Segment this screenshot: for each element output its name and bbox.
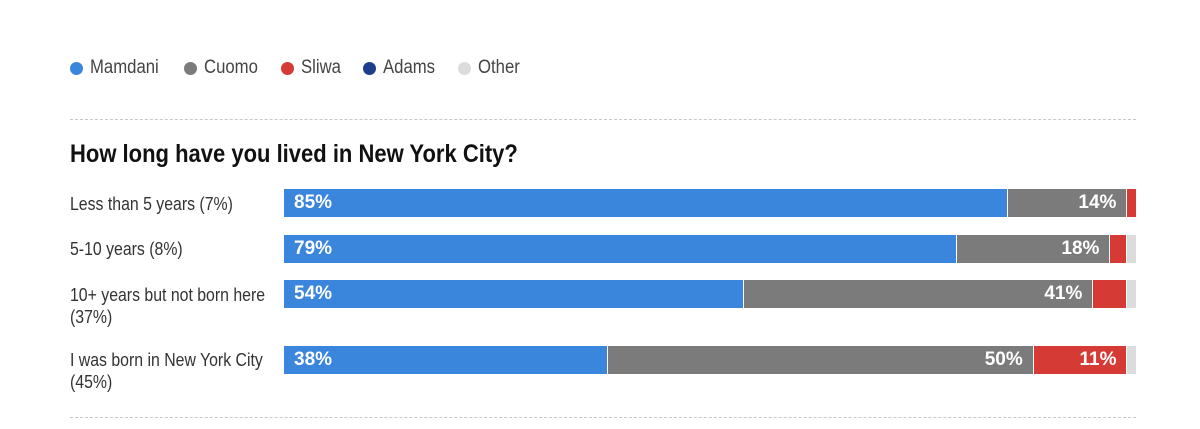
legend-swatch: [184, 61, 198, 75]
category-label-line: (45%): [70, 372, 113, 392]
data-label: 85%: [294, 192, 333, 213]
legend-item-other: Other: [457, 57, 520, 79]
category-label: Less than 5 years (7%): [70, 193, 270, 215]
bar-segment-cuomo: 50%: [607, 346, 1034, 374]
category-label: 10+ years but not born here (37%): [70, 284, 270, 328]
legend-swatch: [281, 61, 295, 75]
data-label: 54%: [294, 283, 333, 304]
bar-segment-mamdani: 85%: [284, 189, 1009, 217]
data-label: 79%: [294, 238, 333, 259]
category-label: 5-10 years (8%): [70, 238, 270, 260]
bar-segment-cuomo: 41%: [744, 280, 1094, 308]
data-label: 11%: [1079, 349, 1117, 370]
bar-segment-other: [1127, 235, 1136, 263]
data-label: 41%: [1044, 283, 1083, 304]
category-label-line: I was born in New York City: [70, 350, 263, 370]
category-label-line: 10+ years but not born here: [70, 285, 266, 305]
stacked-bar: 79% 18%: [284, 235, 1136, 263]
category-label-line: (37%): [70, 307, 113, 327]
bar-segment-mamdani: 38%: [284, 346, 608, 374]
legend-label: Adams: [382, 57, 435, 78]
legend-item-cuomo: Cuomo: [184, 57, 259, 79]
bar-segment-mamdani: 54%: [284, 280, 745, 308]
category-label-line: 5-10 years (8%): [70, 239, 183, 259]
stacked-bar: 38% 50% 11%: [284, 346, 1136, 374]
category-label: I was born in New York City (45%): [70, 349, 270, 393]
legend-item-mamdani: Mamdani: [70, 57, 162, 79]
legend-label: Mamdani: [90, 57, 159, 78]
data-label: 38%: [294, 349, 333, 370]
legend-label: Other: [477, 57, 520, 78]
category-label-line: Less than 5 years (7%): [70, 194, 233, 214]
legend-item-sliwa: Sliwa: [281, 57, 342, 79]
legend-label: Cuomo: [204, 57, 259, 78]
bar-segment-sliwa: [1093, 280, 1128, 308]
bar-segment-other: [1127, 346, 1136, 374]
bar-segment-sliwa: [1127, 189, 1136, 217]
legend-label: Sliwa: [301, 57, 342, 78]
data-label: 14%: [1078, 192, 1117, 213]
bar-segment-other: [1127, 280, 1136, 308]
stacked-bar: 85% 14%: [284, 189, 1136, 217]
bar-segment-cuomo: 18%: [957, 235, 1111, 263]
legend-item-adams: Adams: [362, 57, 436, 79]
bar-segment-sliwa: [1110, 235, 1128, 263]
bar-segment-cuomo: 14%: [1008, 189, 1128, 217]
legend-swatch: [457, 61, 471, 75]
legend-swatch: [70, 61, 83, 75]
bottom-divider: [70, 417, 1136, 418]
data-label: 18%: [1061, 238, 1100, 259]
top-divider: [70, 119, 1136, 120]
stacked-bar: 54% 41%: [284, 280, 1136, 308]
legend-swatch: [362, 61, 376, 75]
legend: Mamdani Cuomo Sliwa Adams Other: [70, 56, 520, 80]
bar-segment-mamdani: 79%: [284, 235, 958, 263]
bar-segment-sliwa: 11%: [1033, 346, 1128, 374]
chart-title: How long have you lived in New York City…: [70, 140, 518, 168]
data-label: 50%: [984, 349, 1023, 370]
